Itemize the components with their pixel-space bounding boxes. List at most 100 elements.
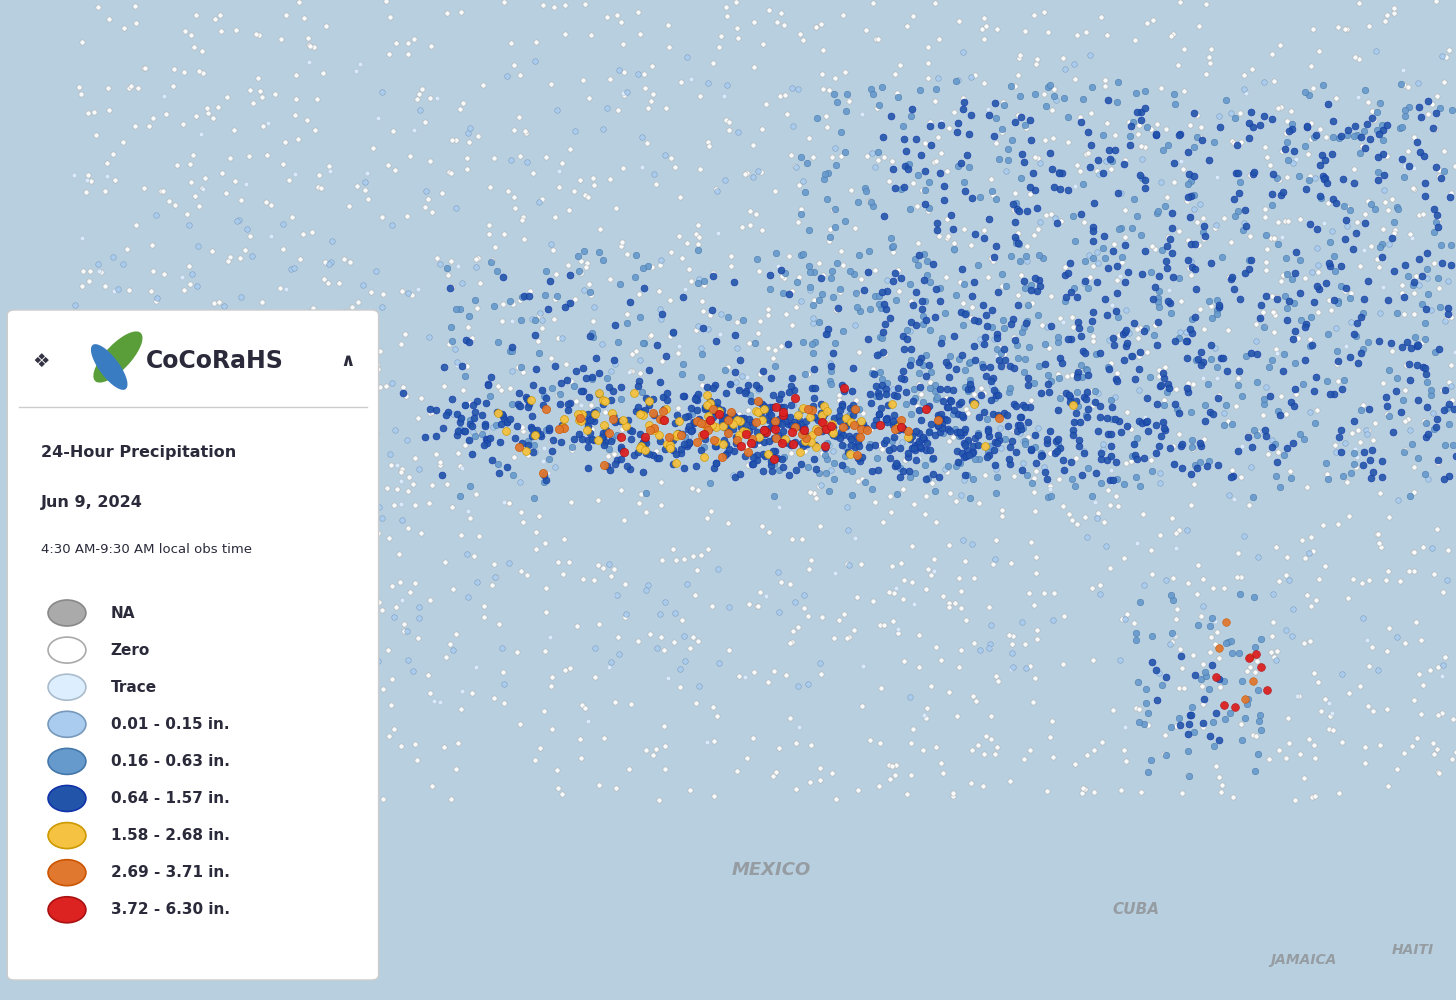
- Point: [957, 381, 980, 397]
- Point: [325, 459, 348, 475]
- Point: [562, 378, 585, 394]
- Point: [380, 697, 403, 713]
- Point: [1401, 230, 1424, 246]
- Text: 0.64 - 1.57 in.: 0.64 - 1.57 in.: [111, 791, 230, 806]
- Point: [1417, 426, 1440, 442]
- Point: [965, 425, 989, 441]
- Point: [1003, 185, 1026, 201]
- Point: [1080, 223, 1104, 239]
- Point: [992, 278, 1015, 294]
- Point: [1390, 277, 1414, 293]
- Point: [843, 439, 866, 455]
- Point: [834, 418, 858, 434]
- Point: [745, 446, 769, 462]
- Point: [954, 183, 977, 199]
- Point: [1340, 465, 1363, 481]
- Point: [233, 499, 256, 515]
- Point: [715, 0, 738, 15]
- Point: [997, 439, 1021, 455]
- Point: [1436, 542, 1456, 558]
- Point: [405, 91, 428, 107]
- Point: [1015, 120, 1038, 136]
- Point: [831, 427, 855, 443]
- Point: [154, 649, 178, 665]
- Point: [945, 361, 968, 377]
- Point: [629, 440, 652, 456]
- Point: [1099, 448, 1123, 464]
- Point: [695, 416, 718, 432]
- Point: [1185, 460, 1208, 476]
- Point: [367, 525, 390, 541]
- Point: [546, 762, 569, 778]
- Point: [1002, 196, 1025, 212]
- Point: [1264, 468, 1287, 484]
- Point: [1411, 539, 1434, 555]
- Point: [600, 392, 623, 408]
- Point: [649, 629, 673, 645]
- Point: [919, 118, 942, 134]
- Point: [973, 75, 996, 91]
- Point: [563, 393, 587, 409]
- Point: [1294, 120, 1318, 136]
- Point: [1190, 671, 1213, 687]
- Point: [638, 397, 661, 413]
- Point: [843, 417, 866, 433]
- Point: [871, 441, 894, 457]
- Point: [788, 26, 811, 42]
- Point: [724, 429, 747, 445]
- Point: [524, 327, 547, 343]
- Point: [367, 499, 390, 515]
- Point: [1296, 118, 1319, 134]
- Point: [644, 443, 667, 459]
- Point: [1201, 580, 1224, 596]
- Point: [1338, 349, 1361, 365]
- Point: [1105, 94, 1128, 110]
- Point: [1322, 292, 1345, 308]
- Point: [271, 446, 294, 462]
- Point: [925, 514, 948, 530]
- Point: [1440, 378, 1456, 394]
- Point: [904, 390, 927, 406]
- Point: [817, 233, 840, 249]
- Point: [320, 492, 344, 508]
- Point: [976, 421, 999, 437]
- Point: [1054, 289, 1077, 305]
- Point: [858, 243, 881, 259]
- Point: [390, 283, 414, 299]
- Point: [1130, 227, 1153, 243]
- Point: [824, 428, 847, 444]
- Point: [612, 85, 635, 101]
- Point: [1042, 81, 1066, 97]
- Point: [441, 333, 464, 349]
- Point: [275, 7, 298, 23]
- Point: [368, 343, 392, 359]
- Point: [904, 452, 927, 468]
- Point: [1402, 692, 1425, 708]
- Point: [693, 439, 716, 455]
- Point: [1246, 374, 1270, 390]
- Point: [1160, 570, 1184, 586]
- Point: [620, 423, 644, 439]
- Point: [1433, 163, 1456, 179]
- Point: [1089, 398, 1112, 414]
- Point: [1213, 580, 1236, 596]
- Point: [673, 388, 696, 404]
- Point: [1248, 424, 1271, 440]
- Point: [898, 293, 922, 309]
- Point: [1124, 447, 1147, 463]
- Point: [1296, 146, 1319, 162]
- Point: [874, 381, 897, 397]
- Point: [569, 253, 593, 269]
- Point: [1424, 105, 1447, 121]
- Point: [1114, 229, 1137, 245]
- Point: [773, 431, 796, 447]
- Point: [705, 394, 728, 410]
- Point: [170, 590, 194, 606]
- Point: [527, 508, 550, 524]
- Point: [983, 128, 1006, 144]
- Point: [837, 411, 860, 427]
- Point: [1312, 215, 1335, 231]
- Point: [1082, 742, 1105, 758]
- Point: [396, 432, 419, 448]
- Point: [492, 296, 515, 312]
